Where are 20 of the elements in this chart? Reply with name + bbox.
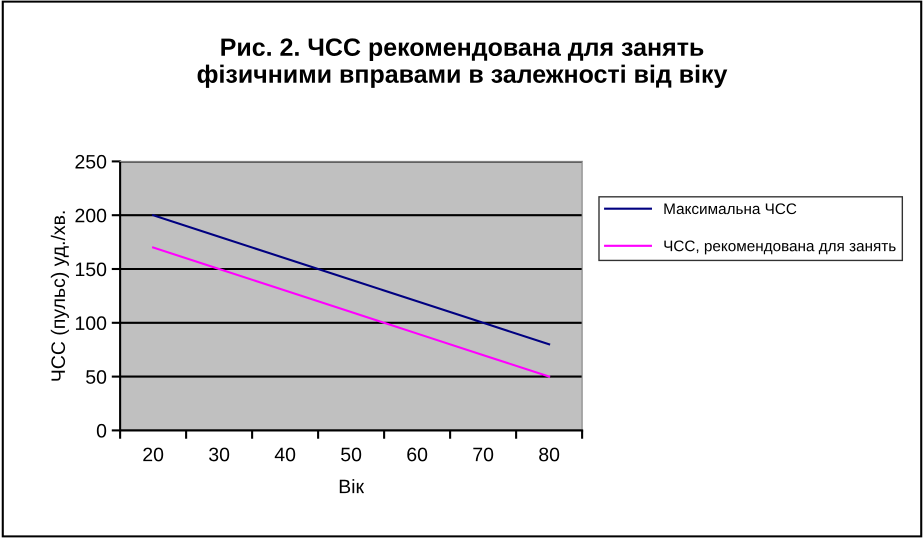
x-tick-label: 60 [407,448,428,462]
y-tick-label: 50 [86,370,106,384]
y-tick-label: 250 [75,154,106,169]
y-axis-title: ЧСС (пульс) уд./хв. [50,211,69,381]
x-tick-label: 80 [539,448,560,462]
chart-title: Рис. 2. ЧСС рекомендована для занять фізичними вправами в залежності від віку [198,38,728,88]
line-series [152,246,550,378]
y-tick-label: 0 [96,424,106,438]
y-tick-label: 200 [75,208,106,222]
legend-label: Максимальна ЧСС [664,203,796,214]
x-tick-label: 30 [209,448,230,462]
x-tick-label: 20 [143,448,164,462]
line-series [152,214,550,346]
x-tick-label: 50 [341,448,362,462]
y-tick-label: 100 [76,316,106,330]
x-tick-label: 40 [274,448,296,462]
y-tick-label: 150 [76,262,106,276]
x-axis-title: Вік [340,479,364,494]
legend-label: ЧСС, рекомендована для занять [664,240,896,254]
x-tick-label: 70 [473,448,494,462]
